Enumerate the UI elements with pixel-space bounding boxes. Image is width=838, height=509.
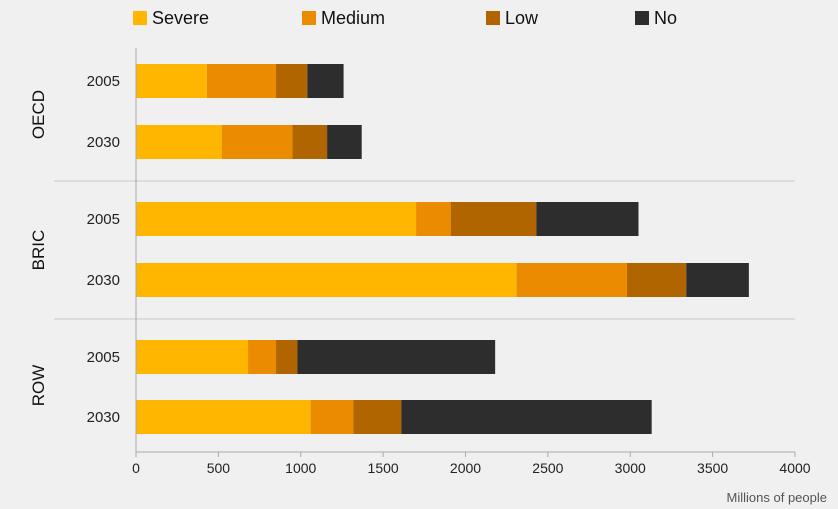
- bar-oecd-2005-medium: [206, 64, 277, 98]
- legend: Severe Medium Low No: [133, 8, 677, 28]
- category-label-bric-2030: 2030: [87, 272, 120, 289]
- legend-swatch-severe: [133, 11, 147, 25]
- x-tick-label-1500: 1500: [368, 460, 399, 476]
- x-tick-label-1000: 1000: [285, 460, 316, 476]
- legend-swatch-no: [635, 11, 649, 25]
- bar-bric-2005-no: [536, 202, 639, 236]
- bar-oecd-2005-no: [307, 64, 344, 98]
- legend-label-no: No: [654, 8, 677, 28]
- bar-oecd-2005-low: [276, 64, 308, 98]
- group-labels: OECD BRIC ROW: [29, 90, 48, 406]
- bar-bric-2030-no: [686, 263, 749, 297]
- bar-row-2030-low: [353, 400, 402, 434]
- bar-oecd-2005-severe: [136, 64, 207, 98]
- bar-bric-2030-low: [626, 263, 687, 297]
- category-label-bric-2005: 2005: [87, 211, 120, 228]
- group-label-oecd: OECD: [29, 90, 48, 139]
- bar-row-2005-severe: [136, 340, 249, 374]
- x-tick-label-4000: 4000: [779, 460, 810, 476]
- bar-bric-2005-medium: [416, 202, 451, 236]
- x-axis-title: Millions of people: [727, 490, 827, 505]
- x-tick-label-3000: 3000: [615, 460, 646, 476]
- bar-oecd-2030-medium: [221, 125, 293, 159]
- bar-bric-2030-medium: [516, 263, 627, 297]
- bar-row-2005-low: [276, 340, 298, 374]
- legend-label-medium: Medium: [321, 8, 385, 28]
- bar-row-2030-severe: [136, 400, 311, 434]
- legend-swatch-low: [486, 11, 500, 25]
- category-label-oecd-2005: 2005: [87, 73, 120, 90]
- x-tick-label-500: 500: [207, 460, 231, 476]
- group-label-row: ROW: [29, 365, 48, 407]
- bar-oecd-2030-low: [292, 125, 328, 159]
- bar-row-2005-medium: [248, 340, 277, 374]
- category-label-row-2030: 2030: [87, 409, 120, 426]
- legend-label-low: Low: [505, 8, 539, 28]
- group-label-bric: BRIC: [29, 230, 48, 271]
- x-tick-label-2000: 2000: [450, 460, 481, 476]
- bar-row-2005-no: [297, 340, 496, 374]
- bar-row-2030-no: [401, 400, 652, 434]
- bar-bric-2030-severe: [136, 263, 517, 297]
- bar-bric-2005-low: [450, 202, 537, 236]
- category-labels: 2005 2030 2005 2030 2005 2030: [87, 73, 120, 426]
- x-tick-label-2500: 2500: [532, 460, 563, 476]
- x-tick-label-0: 0: [132, 460, 140, 476]
- bars: [136, 64, 749, 434]
- bar-oecd-2030-severe: [136, 125, 222, 159]
- bar-oecd-2030-no: [327, 125, 362, 159]
- bar-bric-2005-severe: [136, 202, 417, 236]
- category-label-row-2005: 2005: [87, 349, 120, 366]
- legend-swatch-medium: [302, 11, 316, 25]
- bar-row-2030-medium: [310, 400, 354, 434]
- group-separators: [54, 180, 795, 320]
- x-tick-label-3500: 3500: [697, 460, 728, 476]
- x-tick-labels: 0 500 1000 1500 2000 2500 3000 3500 4000: [132, 452, 811, 476]
- legend-label-severe: Severe: [152, 8, 209, 28]
- category-label-oecd-2030: 2030: [87, 134, 120, 151]
